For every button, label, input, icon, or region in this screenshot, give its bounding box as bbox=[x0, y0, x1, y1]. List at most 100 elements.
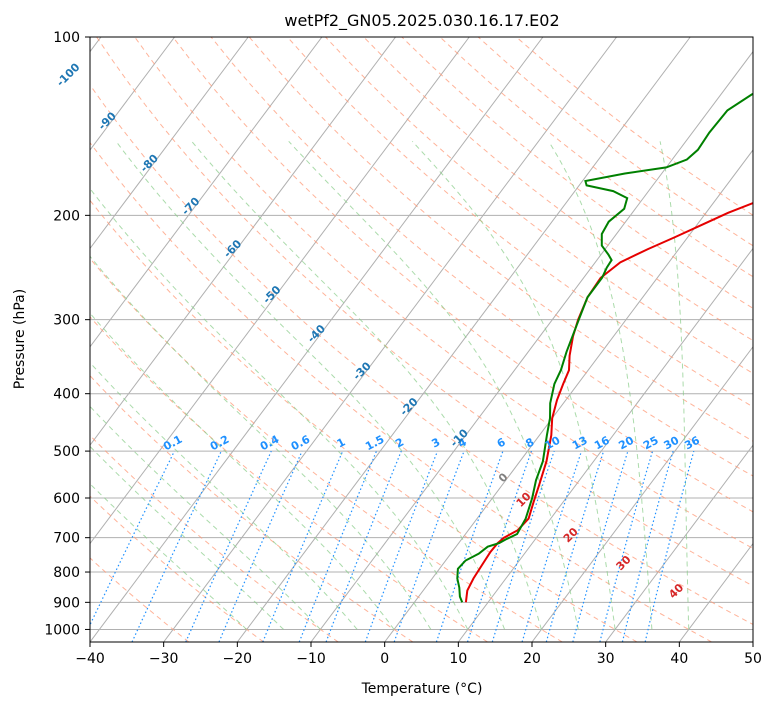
mixing-ratio-line bbox=[364, 450, 439, 642]
isotherm-label: -90 bbox=[96, 109, 119, 132]
mixing-ratio-label: 0.1 bbox=[161, 433, 184, 454]
mixing-ratio-label: 36 bbox=[682, 434, 702, 453]
isotherm-line bbox=[310, 50, 753, 642]
mixing-ratio-line bbox=[393, 450, 465, 642]
moist-adiabat bbox=[90, 483, 248, 630]
moist-adiabat bbox=[90, 187, 469, 630]
dry-adiabat bbox=[477, 37, 753, 247]
y-tick-label: 400 bbox=[53, 387, 80, 403]
x-tick-label: 10 bbox=[449, 651, 467, 667]
mixing-ratio-label: 6 bbox=[495, 435, 508, 450]
x-tick-label: 30 bbox=[597, 651, 615, 667]
dry-adiabat bbox=[90, 557, 190, 642]
isotherm-line bbox=[457, 247, 753, 642]
mixing-ratio-label: 0.2 bbox=[208, 433, 231, 454]
isotherm-label: -30 bbox=[350, 359, 373, 382]
contour-labels: 0.1 0.2 0.4 0.6 1 1.5 2 3 4 6 8 10 13 16 20 25 30 36-100-… bbox=[54, 60, 702, 601]
y-tick-label: 600 bbox=[53, 491, 80, 507]
y-tick-label: 800 bbox=[53, 565, 80, 581]
y-tick-label: 700 bbox=[53, 531, 80, 547]
isotherm-line bbox=[90, 37, 176, 151]
dry-adiabat bbox=[210, 37, 753, 477]
axis-ticks: −40 −30 −20 −10 0 10 20 30 40 5010020030040050060… bbox=[44, 30, 762, 667]
dry-adiabat bbox=[134, 37, 753, 550]
x-tick-label: −30 bbox=[149, 651, 179, 667]
x-tick-label: 0 bbox=[380, 651, 389, 667]
dry-adiabat bbox=[90, 374, 414, 642]
moist-adiabat bbox=[659, 141, 690, 630]
dry-adiabat bbox=[90, 141, 712, 642]
dry-adiabat bbox=[401, 37, 753, 309]
moist-adiabat bbox=[548, 141, 653, 630]
dry-adiabat bbox=[287, 37, 753, 408]
mixing-ratio-line bbox=[262, 450, 344, 642]
isotherm-label: -80 bbox=[138, 152, 161, 175]
y-tick-label: 900 bbox=[53, 595, 80, 611]
x-tick-label: 50 bbox=[744, 651, 762, 667]
dry-adiabat bbox=[90, 257, 563, 642]
isotherm-label: -100 bbox=[54, 60, 83, 89]
mixing-ratio-line bbox=[572, 450, 629, 642]
mixing-ratio-line bbox=[298, 450, 378, 642]
isotherm-line bbox=[752, 641, 753, 642]
moist-adiabat bbox=[115, 140, 506, 630]
mixing-ratio-line bbox=[435, 450, 504, 642]
x-tick-label: 20 bbox=[523, 651, 541, 667]
dry-adiabat-label: 20 bbox=[561, 525, 581, 545]
mixing-ratio-line bbox=[218, 450, 303, 642]
mixing-ratio-line bbox=[325, 450, 402, 642]
dry-adiabat bbox=[172, 37, 753, 513]
mixing-ratio-label: 30 bbox=[662, 434, 682, 453]
x-axis-label: Temperature (°C) bbox=[361, 681, 483, 697]
x-tick-label: 40 bbox=[670, 651, 688, 667]
y-tick-label: 300 bbox=[53, 313, 80, 329]
mixing-ratio-label: 10 bbox=[543, 434, 563, 453]
plot-frame bbox=[89, 36, 754, 643]
mixing-ratio-label: 20 bbox=[616, 434, 636, 453]
mixing-ratio-line bbox=[545, 450, 605, 642]
isotherm-label: -20 bbox=[397, 395, 420, 418]
mixing-ratio-line bbox=[644, 450, 695, 642]
x-tick-label: −10 bbox=[296, 651, 326, 667]
moist-adiabat bbox=[288, 140, 579, 630]
moist-adiabat bbox=[90, 255, 432, 630]
isotherm-line bbox=[678, 542, 753, 642]
grid-layer bbox=[90, 37, 753, 642]
mixing-ratio-line bbox=[599, 450, 654, 642]
mixing-ratio-label: 16 bbox=[592, 434, 612, 453]
isotherm-line bbox=[90, 37, 470, 545]
mixing-ratio-line bbox=[185, 450, 272, 642]
y-tick-label: 1000 bbox=[44, 622, 80, 638]
isotherm-label: -50 bbox=[260, 283, 283, 306]
moist-adiabat bbox=[90, 405, 321, 630]
mixing-ratio-line bbox=[621, 450, 674, 642]
moist-adiabat bbox=[191, 140, 542, 630]
mixing-ratio-line bbox=[90, 450, 175, 627]
dry-adiabat-label: 40 bbox=[666, 581, 686, 601]
mixing-ratio-line bbox=[491, 450, 555, 642]
y-tick-label: 200 bbox=[53, 208, 80, 224]
dry-adiabat bbox=[90, 316, 488, 642]
x-tick-label: −40 bbox=[75, 651, 105, 667]
isotherm-line bbox=[531, 345, 753, 642]
moist-adiabat bbox=[411, 140, 616, 630]
isotherm-line bbox=[90, 37, 397, 447]
isotherm-line bbox=[90, 37, 249, 250]
x-tick-label: −20 bbox=[223, 651, 253, 667]
mixing-ratio-label: 1.5 bbox=[363, 433, 386, 454]
dewpoint-line bbox=[456, 92, 753, 603]
isotherm-line bbox=[163, 37, 618, 642]
isotherm-line bbox=[90, 37, 544, 642]
mixing-ratio-label: 3 bbox=[429, 435, 442, 450]
mixing-ratio-label: 0.6 bbox=[289, 433, 313, 454]
isotherm-label: -40 bbox=[305, 322, 328, 345]
moist-adiabat bbox=[90, 445, 284, 630]
mixing-ratio-line bbox=[466, 450, 533, 642]
series-layer bbox=[456, 92, 753, 603]
dry-adiabat bbox=[96, 37, 753, 587]
isotherm-line bbox=[605, 444, 753, 642]
zero-isotherm-label: 0 bbox=[496, 470, 511, 485]
dry-adiabat bbox=[90, 199, 638, 642]
mixing-ratio-label: 25 bbox=[641, 434, 661, 453]
dry-adiabat-label: 30 bbox=[614, 553, 634, 573]
